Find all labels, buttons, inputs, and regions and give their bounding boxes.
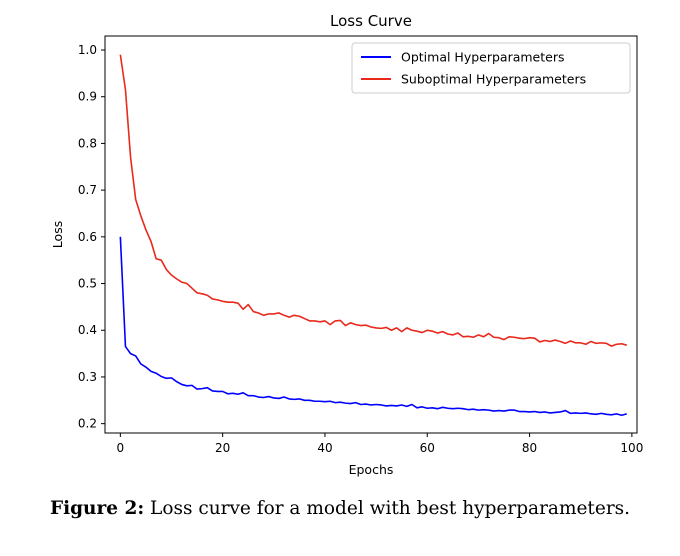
caption-text: Loss curve for a model with best hyperpa… xyxy=(144,498,631,519)
series-line-optimal xyxy=(119,236,627,417)
x-tick-label: 80 xyxy=(522,441,537,455)
x-tick-label: 100 xyxy=(620,441,643,455)
y-axis: 0.2 0.3 0.4 0.5 0.6 0.7 0.8 0.9 1.0 xyxy=(78,43,105,431)
chart-title: Loss Curve xyxy=(330,12,412,30)
x-axis: 0 20 40 60 80 100 xyxy=(117,433,643,455)
x-tick-label: 40 xyxy=(317,441,332,455)
series-line-suboptimal xyxy=(119,54,627,347)
y-tick-label: 0.3 xyxy=(78,370,97,384)
legend-label-optimal: Optimal Hyperparameters xyxy=(401,50,565,65)
loss-curve-chart: Loss Curve 0 20 40 60 80 100 0.20.30.40.50.60… xyxy=(50,12,643,477)
plot-area xyxy=(119,54,627,417)
y-axis-title: Loss xyxy=(50,221,65,248)
x-axis-title: Epochs xyxy=(349,462,394,477)
x-tick-label: 60 xyxy=(420,441,435,455)
caption-label: Figure 2: xyxy=(49,498,145,519)
y-tick-label: 0.5 xyxy=(78,277,97,291)
y-tick-label: 0.2 xyxy=(78,417,97,431)
y-tick-label: 0.7 xyxy=(78,183,97,197)
y-tick-label: 0.9 xyxy=(78,90,97,104)
x-tick-label: 0 xyxy=(117,441,125,455)
y-tick-label: 0.8 xyxy=(78,136,97,150)
plot-frame xyxy=(104,35,638,434)
y-tick-label: 1.0 xyxy=(78,43,97,57)
x-tick-label: 20 xyxy=(215,441,230,455)
legend-box xyxy=(351,42,631,94)
legend-label-suboptimal: Suboptimal Hyperparameters xyxy=(401,72,586,87)
figure-caption: Figure 2: Loss curve for a model with be… xyxy=(0,498,680,519)
y-tick-label: 0.4 xyxy=(78,323,97,337)
y-tick-label: 0.6 xyxy=(78,230,97,244)
legend: Optimal Hyperparameters Suboptimal Hyper… xyxy=(351,42,631,94)
